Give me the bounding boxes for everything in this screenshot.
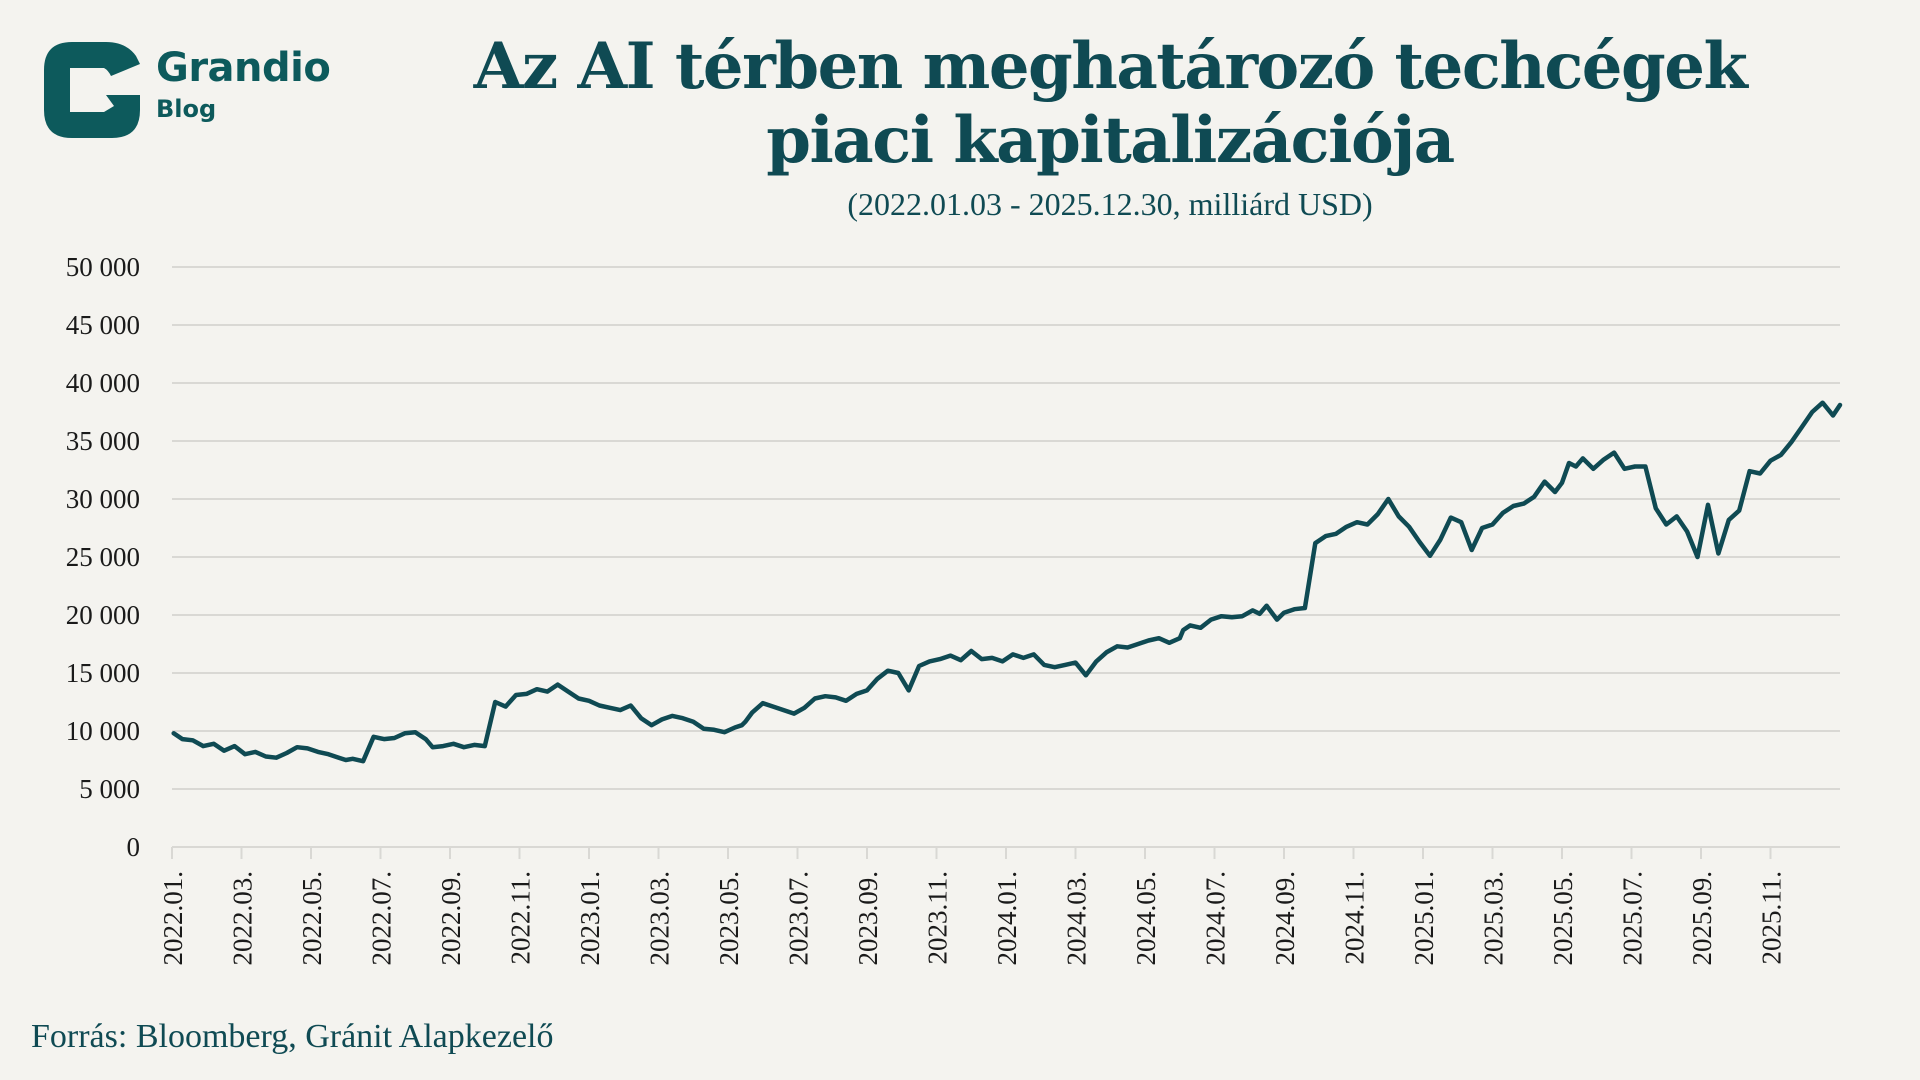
x-tick-label: 2025.11. xyxy=(1757,871,1787,965)
x-tick-label: 2023.07. xyxy=(784,871,814,966)
y-tick-label: 50 000 xyxy=(66,252,140,282)
y-tick-label: 25 000 xyxy=(66,542,140,572)
brand-name: Grandio xyxy=(156,45,331,91)
chart-subtitle: (2022.01.03 - 2025.12.30, milliárd USD) xyxy=(847,186,1373,222)
x-tick-label: 2025.03. xyxy=(1479,871,1509,966)
brand-sub: Blog xyxy=(156,95,217,123)
x-tick-label: 2022.07. xyxy=(367,871,397,966)
y-tick-label: 45 000 xyxy=(66,310,140,340)
chart-title-line2: piaci kapitalizációja xyxy=(766,103,1455,178)
y-tick-label: 40 000 xyxy=(66,368,140,398)
chart-title-line1: Az AI térben meghatározó techcégek xyxy=(473,29,1748,104)
x-tick-label: 2025.07. xyxy=(1618,871,1648,966)
x-tick-label: 2025.05. xyxy=(1548,871,1578,966)
y-tick-label: 10 000 xyxy=(66,716,140,746)
x-tick-label: 2024.07. xyxy=(1201,871,1231,966)
x-tick-label: 2025.01. xyxy=(1409,871,1439,966)
x-tick-label: 2023.01. xyxy=(575,871,605,966)
x-tick-label: 2023.11. xyxy=(923,871,953,965)
y-tick-label: 15 000 xyxy=(66,658,140,688)
x-tick-label: 2024.11. xyxy=(1340,871,1370,965)
x-tick-label: 2024.01. xyxy=(992,871,1022,966)
y-tick-label: 20 000 xyxy=(66,600,140,630)
y-tick-label: 35 000 xyxy=(66,426,140,456)
series-line xyxy=(171,400,1843,764)
y-tick-label: 0 xyxy=(127,832,141,862)
y-tick-label: 5 000 xyxy=(79,774,140,804)
source-note: Forrás: Bloomberg, Gránit Alapkezelő xyxy=(31,1018,554,1055)
x-tick-label: 2022.09. xyxy=(436,871,466,966)
gridlines xyxy=(172,266,1840,790)
x-tick-label: 2022.01. xyxy=(158,871,188,966)
x-tick-label: 2024.09. xyxy=(1270,871,1300,966)
x-tick-label: 2022.11. xyxy=(506,871,536,965)
y-tick-label: 30 000 xyxy=(66,484,140,514)
x-tick-label: 2024.05. xyxy=(1131,871,1161,966)
chart-title: Az AI térben meghatározó techcégek piaci… xyxy=(420,30,1800,178)
x-tick-label: 2022.03. xyxy=(228,871,258,966)
x-axis: 2022.01. 2022.03. 2022.05. 2022.07. 2022.09.… xyxy=(158,846,1840,966)
x-tick-label: 2023.03. xyxy=(645,871,675,966)
grandio-logo-icon xyxy=(44,42,140,138)
x-tick-label: 2022.05. xyxy=(297,871,327,966)
x-tick-label: 2025.09. xyxy=(1687,871,1717,966)
x-tick-label: 2023.09. xyxy=(853,871,883,966)
x-tick-label: 2023.05. xyxy=(714,871,744,966)
x-tick-label: 2024.03. xyxy=(1062,871,1092,966)
y-axis: 0 5 000 10 000 15 000 20 000 25 000 30 000 35 0… xyxy=(66,252,140,862)
